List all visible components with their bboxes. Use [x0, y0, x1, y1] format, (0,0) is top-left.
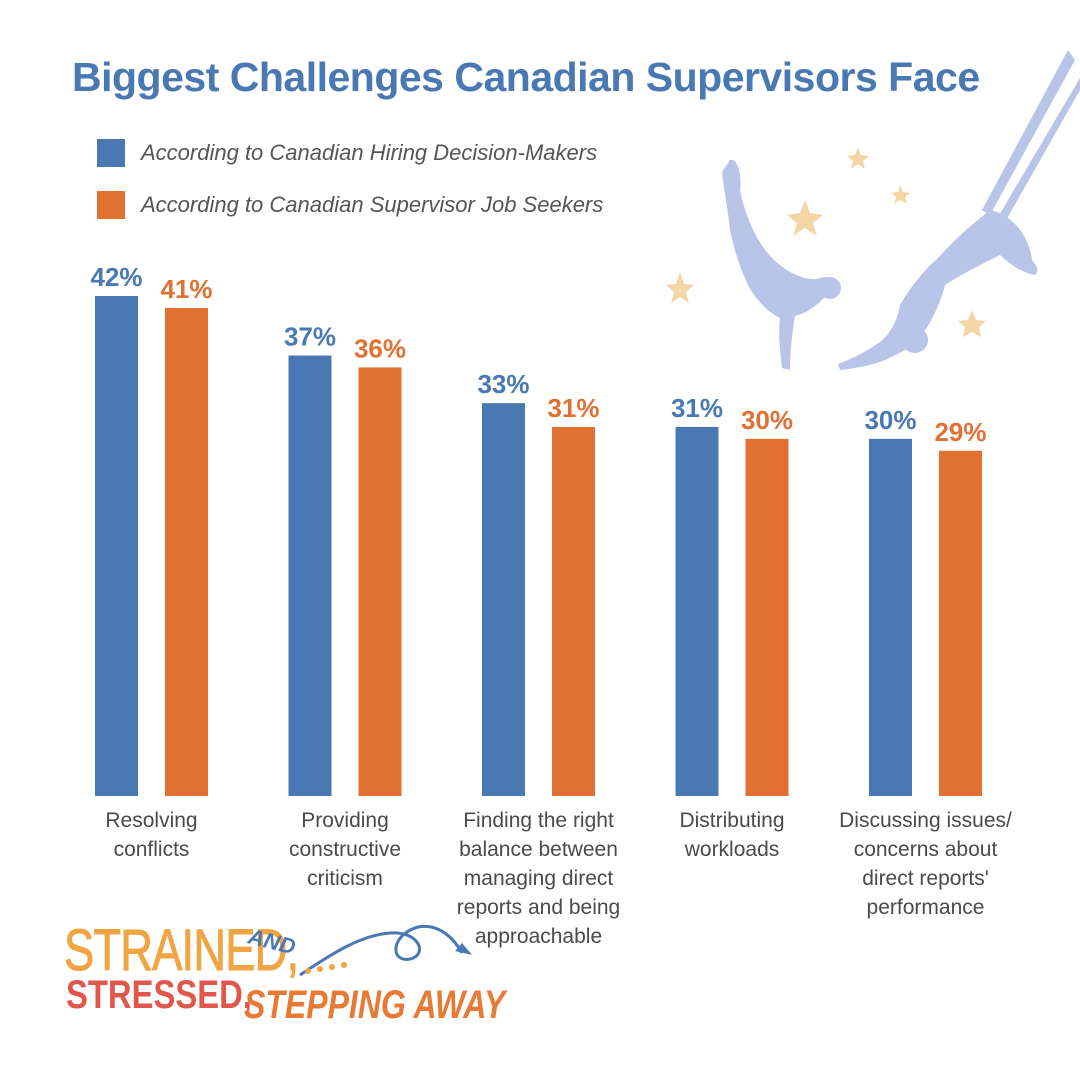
category-label-line: Finding the right: [463, 809, 614, 832]
category-label-line: managing direct: [463, 867, 614, 890]
bar-hiring-decision-makers-1: [288, 355, 332, 796]
star-icon: [958, 310, 986, 337]
acrobat-figure: [722, 159, 833, 370]
category-label: Resolving conflicts: [52, 806, 252, 864]
legend-item-job-seekers: According to Canadian Supervisor Job See…: [97, 188, 603, 222]
data-label: 30%: [741, 405, 793, 435]
logo-stressed-text: STRESSED,: [66, 973, 252, 1017]
star-icon: [891, 185, 910, 204]
data-label: 41%: [160, 274, 212, 304]
category-label-line: constructive: [288, 838, 402, 861]
category-label-line: workloads: [684, 838, 780, 861]
legend: According to Canadian Hiring Decision-Ma…: [97, 136, 603, 240]
legend-label: According to Canadian Supervisor Job See…: [141, 192, 604, 217]
chart-title: Biggest Challenges Canadian Supervisors …: [72, 54, 980, 100]
data-label: 31%: [547, 393, 599, 423]
bar-job-seekers-3: [745, 438, 789, 796]
logo-strained-text: STRAINED,: [64, 918, 300, 984]
acrobat-head: [819, 277, 841, 299]
category-label-line: Discussing issues/: [839, 809, 1012, 832]
trapeze-rope: [982, 50, 1075, 215]
bar-hiring-decision-makers-0: [95, 296, 138, 796]
data-label: 31%: [671, 393, 723, 423]
campaign-logo: STRAINED, STRESSED, AND STEPPING AWAY: [60, 915, 506, 1045]
trapeze-artists-illustration: [666, 50, 1080, 370]
star-icon: [847, 147, 869, 169]
data-label: 29%: [934, 417, 986, 447]
category-label-line: Providing: [301, 809, 389, 832]
logo-swirl-arrow: [299, 924, 472, 977]
star-icon: [787, 200, 823, 236]
bar-job-seekers-4: [939, 450, 982, 796]
legend-label: According to Canadian Hiring Decision-Ma…: [141, 140, 598, 165]
acrobat-head: [902, 327, 928, 353]
legend-swatch-orange: [97, 191, 125, 219]
trapeze-rope: [998, 78, 1080, 222]
category-label-line: reports and being: [456, 896, 621, 919]
category-label: Providing constructive criticism: [245, 806, 445, 893]
legend-swatch-blue: [97, 139, 125, 167]
data-label: 37%: [284, 322, 336, 352]
data-label: 36%: [354, 333, 406, 363]
bar-job-seekers-0: [165, 307, 208, 796]
data-label: 42%: [90, 262, 142, 292]
bar-hiring-decision-makers-2: [482, 403, 525, 796]
category-label-line: criticism: [307, 867, 383, 890]
star-icon: [666, 272, 694, 303]
legend-item-hiring-decision-makers: According to Canadian Hiring Decision-Ma…: [97, 136, 603, 170]
category-label-line: direct reports': [862, 867, 989, 890]
category-label-line: concerns about: [853, 838, 998, 861]
category-label-line: approachable: [474, 925, 603, 948]
bar-hiring-decision-makers-3: [675, 426, 719, 796]
data-label: 30%: [864, 405, 916, 435]
category-label-line: Distributing: [679, 809, 785, 832]
data-label: 33%: [477, 369, 529, 399]
category-label-line: balance between: [459, 838, 618, 861]
bar-hiring-decision-makers-4: [869, 438, 912, 796]
acrobat-figure: [838, 210, 1038, 370]
bar-job-seekers-1: [358, 367, 402, 796]
category-label-line: Resolving: [105, 809, 198, 832]
category-label: Distributing workloads: [632, 806, 832, 864]
logo-stepping-away-text: STEPPING AWAY: [244, 983, 506, 1027]
category-label: Finding the right balance between managing…: [439, 806, 639, 951]
category-label-line: performance: [866, 896, 985, 919]
category-label: Discussing issues/concerns about direct r…: [826, 806, 1026, 922]
bar-job-seekers-2: [552, 426, 595, 796]
category-label-line: conflicts: [113, 838, 190, 861]
stars: [666, 147, 986, 337]
